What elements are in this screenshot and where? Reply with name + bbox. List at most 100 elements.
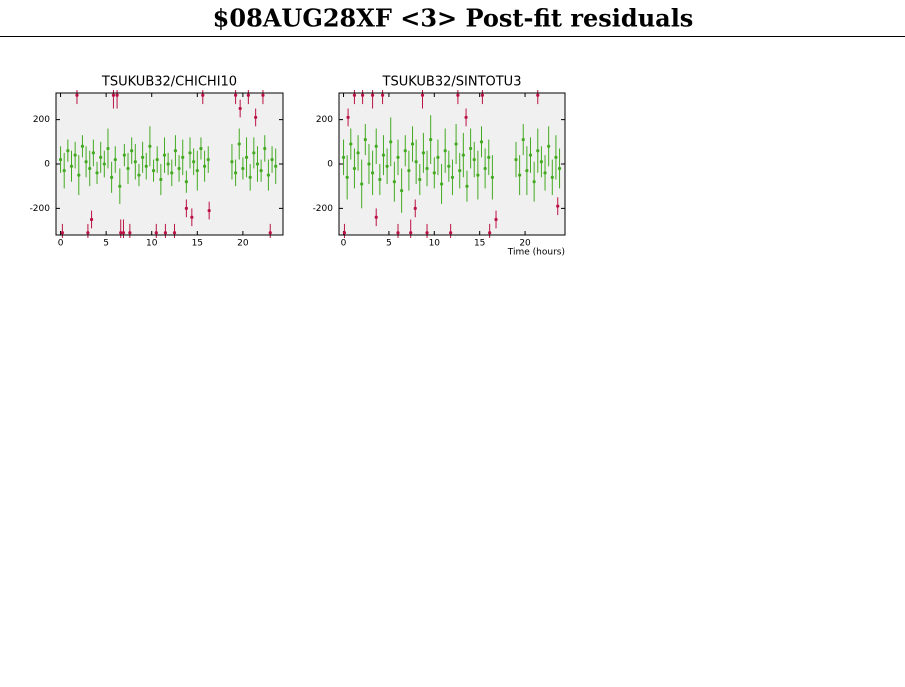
x-tick-label: 0: [341, 239, 347, 249]
point: [461, 153, 465, 157]
point: [255, 162, 260, 166]
point: [557, 166, 562, 171]
point: [69, 164, 74, 168]
point: [88, 166, 92, 171]
point: [432, 171, 436, 175]
point: [111, 93, 116, 97]
point: [102, 162, 106, 166]
point: [66, 149, 70, 153]
x-tick-label: 15: [474, 239, 485, 249]
point: [392, 180, 396, 184]
point: [86, 231, 90, 235]
point: [407, 169, 411, 173]
point: [238, 106, 242, 111]
point: [539, 160, 544, 164]
point: [115, 93, 119, 97]
point: [237, 142, 241, 146]
point: [184, 180, 188, 184]
point: [472, 157, 476, 162]
point: [89, 217, 94, 222]
point: [360, 182, 364, 186]
point: [469, 146, 473, 151]
point: [480, 93, 485, 97]
point: [137, 173, 141, 177]
point: [266, 173, 271, 177]
point: [60, 231, 64, 235]
plot-frame: [338, 92, 566, 236]
point: [367, 162, 371, 166]
point: [113, 157, 117, 162]
point: [126, 166, 130, 171]
point: [270, 157, 274, 162]
point: [464, 115, 468, 120]
point: [80, 144, 85, 148]
point: [248, 175, 252, 179]
point: [449, 231, 453, 235]
point: [75, 93, 79, 97]
point: [425, 166, 429, 171]
point: [525, 169, 529, 173]
point: [479, 140, 484, 144]
point: [380, 93, 385, 97]
point: [429, 137, 433, 142]
point: [254, 115, 258, 120]
point: [342, 231, 347, 235]
point: [518, 173, 522, 177]
y-tick-label: 0: [327, 160, 333, 170]
point: [170, 171, 174, 175]
point: [356, 151, 360, 155]
point: [396, 231, 400, 235]
point: [62, 169, 66, 173]
point: [352, 93, 357, 97]
point: [58, 157, 63, 162]
point: [454, 142, 458, 146]
point: [201, 93, 205, 97]
point: [488, 231, 492, 235]
point: [385, 164, 389, 168]
point: [233, 171, 238, 175]
point: [532, 180, 536, 184]
point: [106, 146, 110, 151]
point: [421, 151, 426, 155]
x-tick-label: 10: [146, 239, 158, 249]
x-tick-label: 5: [103, 239, 109, 249]
point: [268, 231, 272, 235]
x-axis-label: Time (hours): [507, 248, 565, 258]
point: [345, 175, 349, 179]
point: [181, 155, 185, 159]
point: [166, 162, 170, 166]
x-tick-label: 10: [429, 239, 441, 249]
x-tick-label: 0: [58, 239, 64, 249]
point: [547, 144, 551, 148]
point: [360, 93, 365, 97]
point: [425, 231, 429, 235]
point: [346, 115, 350, 120]
point: [95, 171, 99, 175]
point: [410, 142, 415, 146]
point: [396, 155, 400, 159]
point: [122, 153, 126, 157]
points: [58, 90, 278, 238]
panel-title: TSUKUB32/CHICHI10: [101, 75, 237, 90]
point: [230, 160, 234, 164]
point: [381, 153, 386, 157]
point: [172, 231, 177, 235]
y-tick-label: -200: [313, 204, 334, 214]
point: [202, 164, 207, 168]
point: [403, 149, 407, 153]
plot-frame: [55, 92, 284, 236]
point: [341, 155, 346, 159]
point: [374, 144, 378, 148]
point: [118, 184, 122, 188]
point: [456, 93, 460, 97]
point: [199, 146, 203, 151]
point: [190, 215, 194, 219]
point: [436, 155, 440, 159]
point: [370, 171, 375, 175]
point: [550, 175, 554, 179]
point: [241, 166, 245, 171]
point: [206, 157, 210, 162]
point: [119, 231, 123, 235]
point: [420, 93, 425, 97]
